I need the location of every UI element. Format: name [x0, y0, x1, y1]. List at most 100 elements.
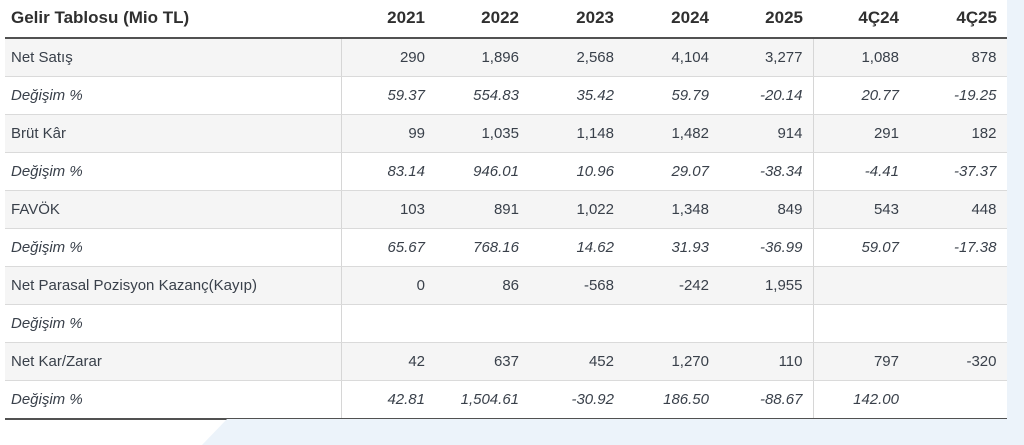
table-cell: 0	[341, 266, 435, 305]
column-header-4c25: 4Ç25	[909, 0, 1007, 39]
table-row: Net Parasal Pozisyon Kazanç(Kayıp) 0 86 -56…	[5, 266, 1008, 305]
row-label: Net Satış	[5, 38, 342, 77]
table-cell: 797	[813, 342, 909, 381]
table-cell: 186.50	[624, 380, 719, 420]
table-cell: -320	[909, 342, 1008, 381]
table-cell: 1,348	[624, 190, 719, 229]
table-cell: 452	[529, 342, 624, 381]
table-cell: -17.38	[909, 228, 1008, 267]
table-cell: 103	[341, 190, 435, 229]
row-label: Net Kar/Zarar	[5, 342, 342, 381]
table-cell: 891	[435, 190, 529, 229]
table-cell: 1,035	[435, 114, 529, 153]
income-statement-table: Gelir Tablosu (Mio TL) 2021 2022 2023 20…	[5, 0, 1008, 420]
table-cell: 543	[813, 190, 909, 229]
table-row: Net Satış 290 1,896 2,568 4,104 3,277 1,088 878	[5, 38, 1008, 77]
row-label: FAVÖK	[5, 190, 342, 229]
table-cell: 99	[341, 114, 435, 153]
table-cell: 849	[719, 190, 814, 229]
table-cell: 20.77	[813, 76, 909, 115]
row-label: Değişim %	[5, 228, 342, 267]
table-cell: -88.67	[719, 380, 814, 420]
table-cell: -19.25	[909, 76, 1008, 115]
page-gutter-right	[1007, 0, 1024, 445]
column-header-2021: 2021	[341, 0, 435, 39]
table-cell: 448	[909, 190, 1008, 229]
table-row: Brüt Kâr 99 1,035 1,148 1,482 914 291 182	[5, 114, 1008, 153]
table-cell: 142.00	[813, 380, 909, 420]
page-gutter-bottom	[202, 419, 1007, 445]
table-row: FAVÖK 103 891 1,022 1,348 849 543 448	[5, 190, 1008, 229]
table-cell: 290	[341, 38, 435, 77]
table-cell: -242	[624, 266, 719, 305]
table-cell: 3,277	[719, 38, 814, 77]
column-header-4c24: 4Ç24	[813, 0, 909, 39]
table-cell: 1,088	[813, 38, 909, 77]
table-cell: 14.62	[529, 228, 624, 267]
table-cell: -30.92	[529, 380, 624, 420]
column-header-2023: 2023	[529, 0, 624, 39]
table-cell: 10.96	[529, 152, 624, 191]
table-cell: 110	[719, 342, 814, 381]
table-cell	[624, 304, 719, 343]
table-cell: 878	[909, 38, 1008, 77]
table-row: Değişim % 59.37 554.83 35.42 59.79 -20.14 20.7…	[5, 76, 1008, 115]
table-cell: 29.07	[624, 152, 719, 191]
table-cell: -20.14	[719, 76, 814, 115]
row-label: Değişim %	[5, 304, 342, 343]
table-cell: 1,896	[435, 38, 529, 77]
row-label: Değişim %	[5, 76, 342, 115]
table-cell: 2,568	[529, 38, 624, 77]
table-cell	[435, 304, 529, 343]
row-label: Net Parasal Pozisyon Kazanç(Kayıp)	[5, 266, 342, 305]
table-row: Değişim % 42.81 1,504.61 -30.92 186.50 -88.67…	[5, 380, 1008, 420]
table-cell: -568	[529, 266, 624, 305]
row-label: Değişim %	[5, 380, 342, 420]
table-cell: 59.37	[341, 76, 435, 115]
table-cell: 1,022	[529, 190, 624, 229]
table-title: Gelir Tablosu (Mio TL)	[5, 0, 341, 39]
table-cell: 1,504.61	[435, 380, 529, 420]
table-cell: -36.99	[719, 228, 814, 267]
row-label: Brüt Kâr	[5, 114, 342, 153]
table-cell	[909, 266, 1008, 305]
table-cell	[529, 304, 624, 343]
row-label: Değişim %	[5, 152, 342, 191]
table-row: Değişim % 83.14 946.01 10.96 29.07 -38.34 -4.4…	[5, 152, 1008, 191]
table-cell	[909, 380, 1008, 420]
table-cell	[813, 266, 909, 305]
header-row: Gelir Tablosu (Mio TL) 2021 2022 2023 20…	[5, 0, 1007, 39]
table-cell: 59.79	[624, 76, 719, 115]
table-cell: 637	[435, 342, 529, 381]
table-cell	[813, 304, 909, 343]
table-cell: 1,482	[624, 114, 719, 153]
table-cell: 86	[435, 266, 529, 305]
table-cell: 914	[719, 114, 814, 153]
table-cell: 35.42	[529, 76, 624, 115]
table-cell: 65.67	[341, 228, 435, 267]
table-cell: 291	[813, 114, 909, 153]
table-cell: 554.83	[435, 76, 529, 115]
table-cell: 768.16	[435, 228, 529, 267]
table-cell: 946.01	[435, 152, 529, 191]
table-cell: 4,104	[624, 38, 719, 77]
table-cell: 42.81	[341, 380, 435, 420]
table-cell: 1,955	[719, 266, 814, 305]
table-row: Değişim %	[5, 304, 1008, 343]
table-row: Net Kar/Zarar 42 637 452 1,270 110 797 -320	[5, 342, 1008, 381]
column-header-2022: 2022	[435, 0, 529, 39]
table-cell: -37.37	[909, 152, 1008, 191]
table-cell: 83.14	[341, 152, 435, 191]
table-cell: 1,148	[529, 114, 624, 153]
table-cell	[719, 304, 814, 343]
table-cell	[341, 304, 435, 343]
table-row: Değişim % 65.67 768.16 14.62 31.93 -36.99 59.0…	[5, 228, 1008, 267]
column-header-2024: 2024	[624, 0, 719, 39]
table-cell: -4.41	[813, 152, 909, 191]
table-cell: 182	[909, 114, 1008, 153]
table-cell	[909, 304, 1008, 343]
table-cell: -38.34	[719, 152, 814, 191]
table-cell: 42	[341, 342, 435, 381]
table-cell: 31.93	[624, 228, 719, 267]
